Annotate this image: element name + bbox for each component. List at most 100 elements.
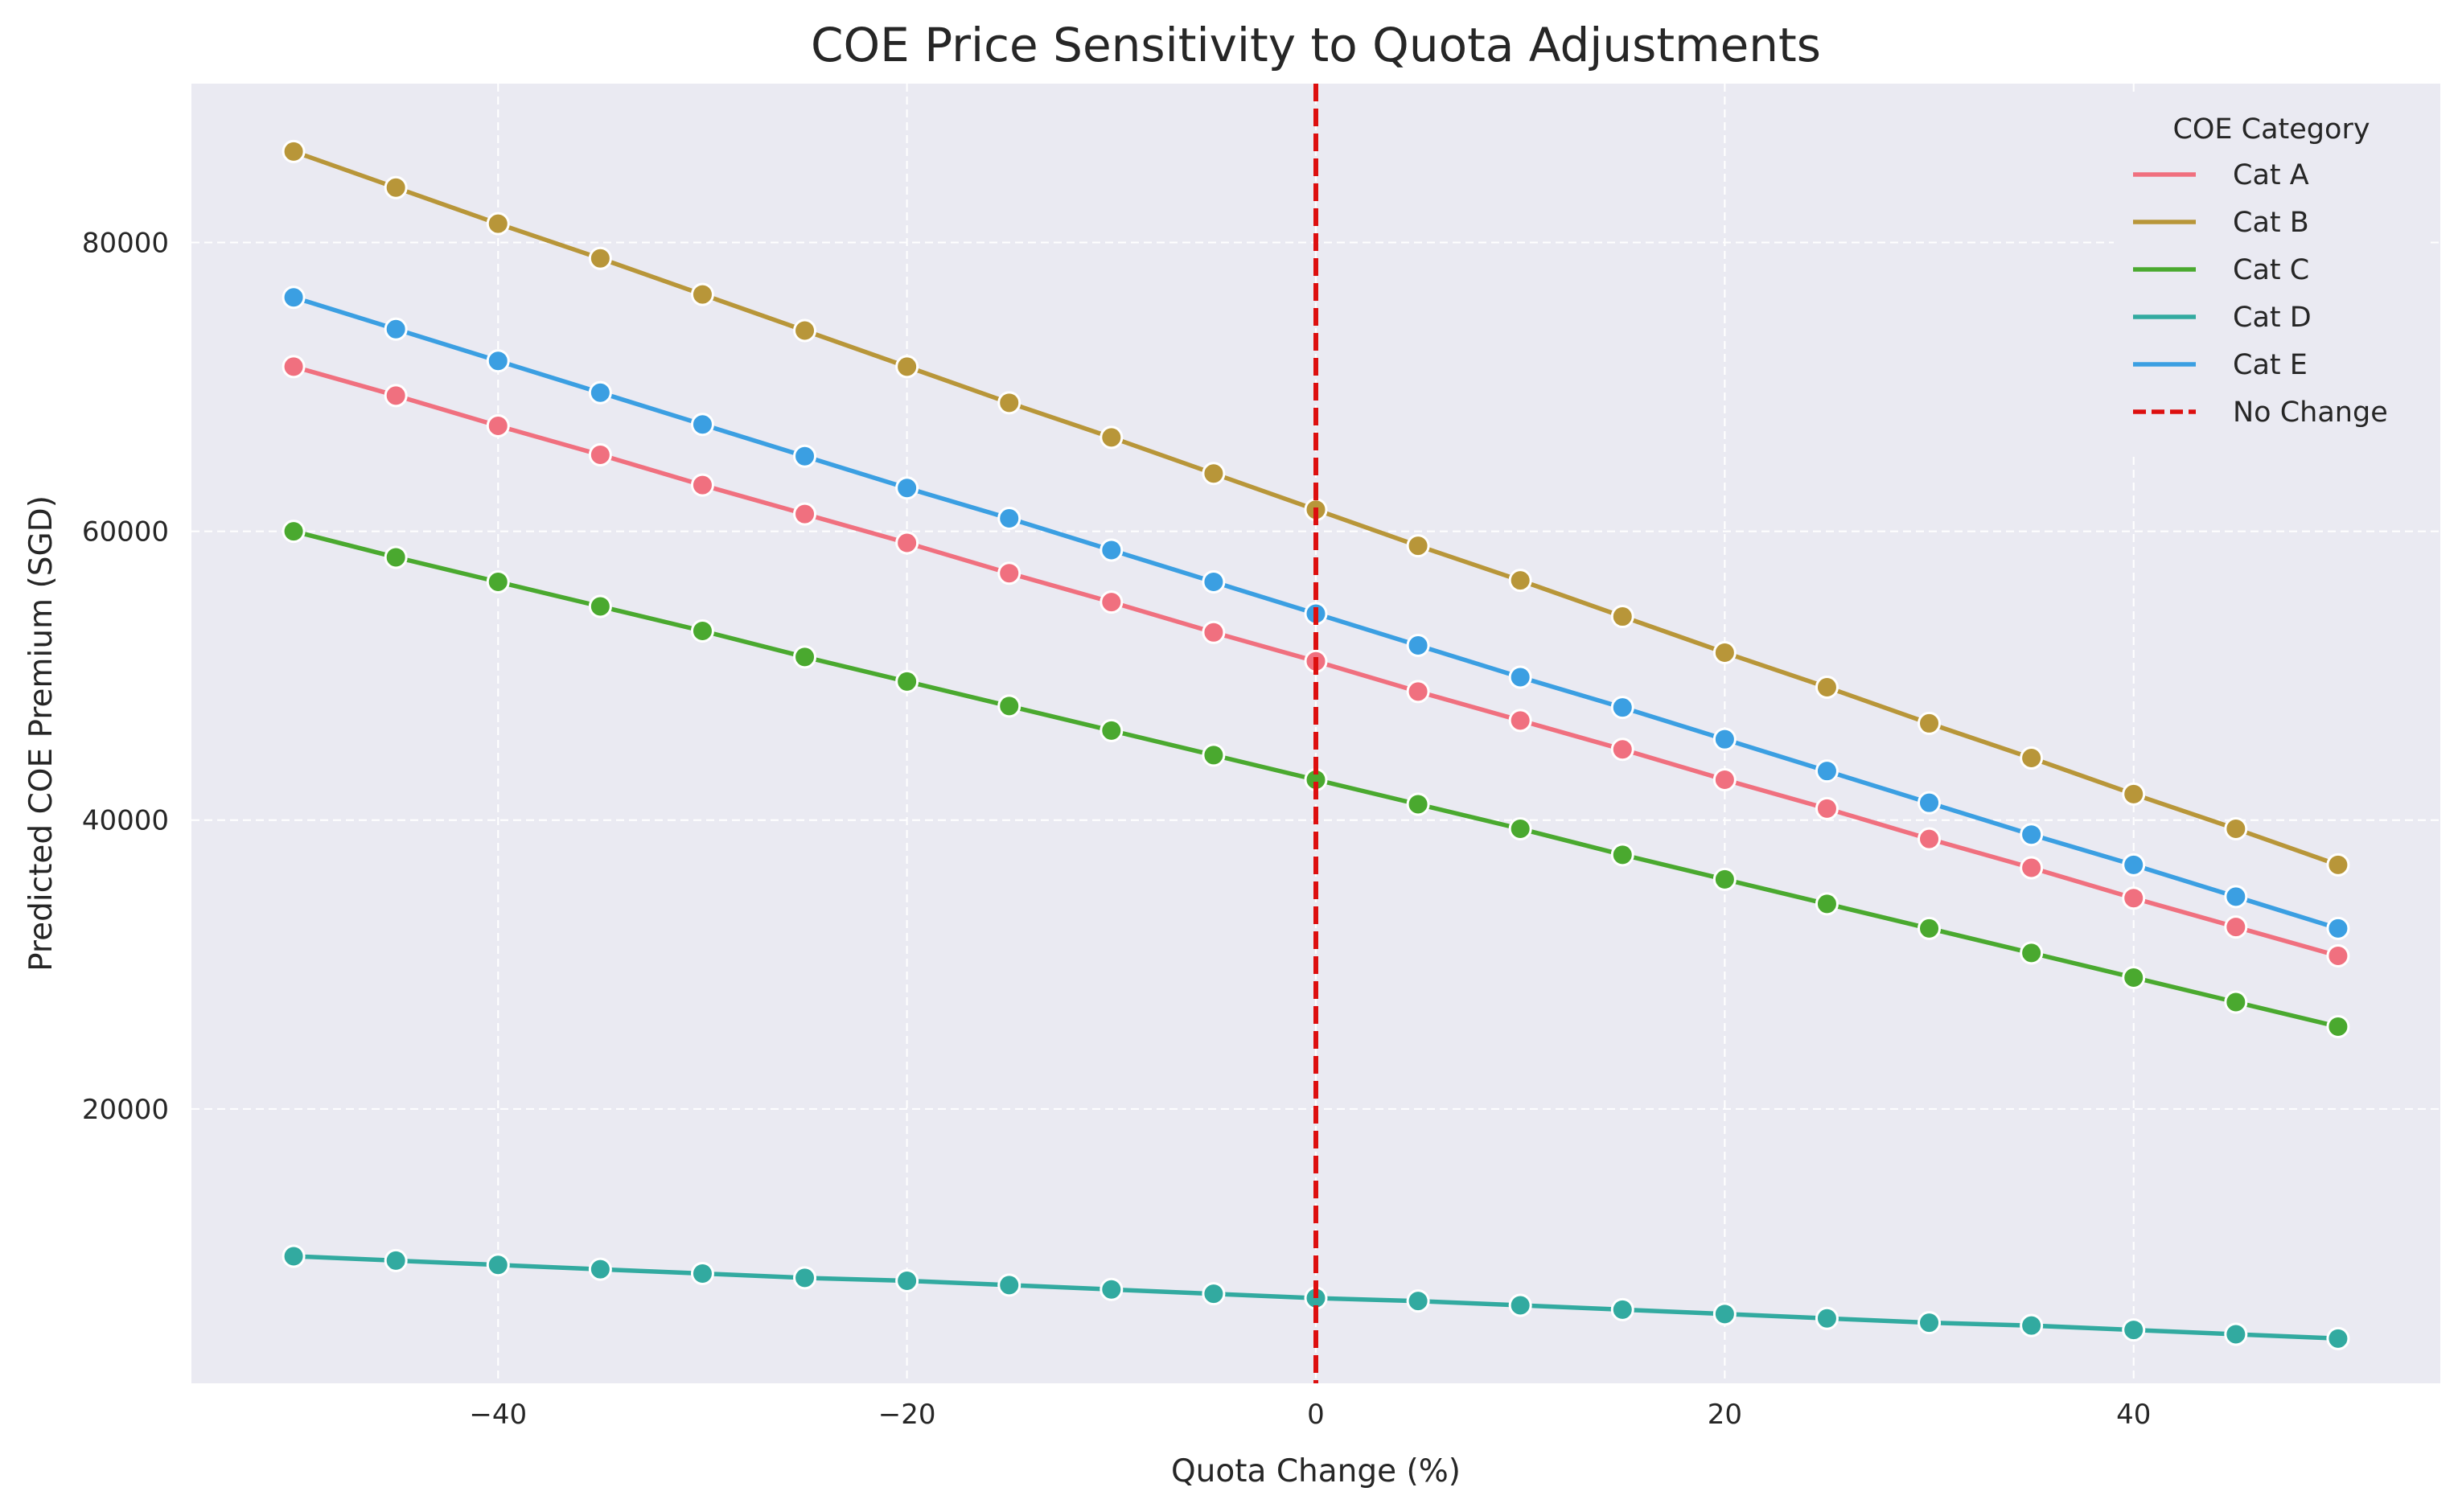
- x-tick-label: −20: [878, 1399, 936, 1431]
- data-point-cat-b: [1508, 569, 1532, 593]
- data-point-cat-b: [1100, 425, 1124, 450]
- data-point-cat-b: [1202, 462, 1226, 486]
- data-point-cat-e: [1917, 791, 1942, 815]
- data-point-cat-d: [1508, 1293, 1532, 1317]
- data-point-cat-a: [690, 473, 714, 497]
- data-point-cat-a: [997, 561, 1021, 585]
- data-point-cat-c: [1508, 817, 1532, 841]
- data-point-cat-b: [282, 139, 306, 163]
- data-point-cat-b: [2020, 746, 2044, 770]
- x-tick-label: −40: [469, 1399, 527, 1431]
- data-point-cat-e: [2326, 916, 2350, 940]
- data-point-cat-e: [282, 286, 306, 310]
- data-point-cat-e: [1202, 569, 1226, 594]
- y-tick-label: 60000: [82, 516, 169, 549]
- data-point-cat-a: [1508, 709, 1532, 733]
- legend-title: COE Category: [2172, 113, 2370, 146]
- data-point-cat-c: [282, 520, 306, 544]
- data-point-cat-b: [895, 355, 919, 379]
- data-point-cat-b: [2224, 817, 2248, 841]
- data-point-cat-d: [384, 1248, 408, 1272]
- data-point-cat-a: [1917, 827, 1942, 851]
- data-point-cat-c: [793, 645, 817, 669]
- data-point-cat-e: [2020, 823, 2044, 847]
- data-point-cat-e: [997, 506, 1021, 530]
- data-point-cat-a: [486, 414, 510, 438]
- data-point-cat-e: [895, 476, 919, 500]
- data-point-cat-e: [1610, 696, 1634, 720]
- legend-items: Cat A Cat B Cat C Cat D Cat E No Change: [2133, 159, 2388, 429]
- data-point-cat-b: [2122, 782, 2146, 806]
- data-point-cat-a: [1815, 796, 1839, 820]
- data-point-cat-e: [2224, 885, 2248, 909]
- data-point-cat-d: [282, 1244, 306, 1268]
- x-tick-label: 0: [1307, 1399, 1325, 1431]
- data-point-cat-c: [588, 594, 612, 618]
- data-point-cat-e: [384, 317, 408, 341]
- y-tick-label: 80000: [82, 228, 169, 260]
- tick-labels: −40 −20 0 20 40 20000 40000 60000 80000: [82, 228, 2152, 1431]
- data-point-cat-e: [588, 380, 612, 405]
- data-point-cat-d: [1202, 1282, 1226, 1306]
- data-point-cat-e: [1712, 727, 1737, 751]
- data-point-cat-d: [2122, 1318, 2146, 1342]
- x-tick-label: 40: [2116, 1399, 2151, 1431]
- chart-title: COE Price Sensitivity to Quota Adjustmen…: [811, 18, 1821, 72]
- data-point-cat-c: [997, 694, 1021, 718]
- data-point-cat-c: [1712, 867, 1737, 891]
- data-point-cat-d: [2020, 1313, 2044, 1337]
- data-point-cat-c: [1100, 718, 1124, 742]
- data-point-cat-e: [1508, 665, 1532, 689]
- data-point-cat-e: [690, 413, 714, 437]
- legend-label-cat-a: Cat A: [2233, 159, 2309, 191]
- legend-label-cat-b: Cat B: [2233, 207, 2309, 239]
- data-point-cat-d: [588, 1257, 612, 1281]
- legend: COE Category Cat A Cat B Cat C Cat D Cat E No…: [2114, 93, 2429, 452]
- data-point-cat-b: [588, 246, 612, 270]
- data-point-cat-d: [793, 1266, 817, 1290]
- data-point-cat-b: [1406, 534, 1430, 558]
- legend-label-cat-c: Cat C: [2233, 254, 2309, 286]
- data-point-cat-c: [384, 545, 408, 569]
- data-point-cat-a: [1100, 590, 1124, 614]
- data-point-cat-e: [1406, 633, 1430, 657]
- data-point-cat-c: [1406, 792, 1430, 816]
- data-point-cat-a: [1610, 738, 1634, 762]
- data-point-cat-b: [1610, 605, 1634, 629]
- data-point-cat-d: [997, 1273, 1021, 1297]
- data-point-cat-c: [895, 669, 919, 693]
- data-point-cat-d: [1815, 1306, 1839, 1330]
- data-point-cat-a: [384, 384, 408, 408]
- legend-label-no-change: No Change: [2233, 396, 2388, 429]
- data-point-cat-c: [690, 619, 714, 643]
- y-axis-label: Predicted COE Premium (SGD): [23, 495, 60, 972]
- data-point-cat-c: [2020, 941, 2044, 965]
- data-point-cat-e: [1100, 538, 1124, 562]
- data-point-cat-e: [486, 349, 510, 373]
- data-point-cat-c: [2224, 990, 2248, 1014]
- data-point-cat-d: [486, 1253, 510, 1277]
- data-point-cat-a: [895, 531, 919, 555]
- data-point-cat-a: [2224, 915, 2248, 939]
- data-point-cat-b: [1917, 711, 1942, 735]
- data-point-cat-c: [1917, 916, 1942, 940]
- data-point-cat-b: [1815, 676, 1839, 700]
- data-point-cat-b: [997, 391, 1021, 415]
- data-point-cat-c: [2122, 965, 2146, 989]
- data-point-cat-b: [1712, 640, 1737, 664]
- data-point-cat-c: [2326, 1014, 2350, 1038]
- legend-label-cat-d: Cat D: [2233, 302, 2312, 334]
- data-point-cat-d: [1100, 1277, 1124, 1301]
- data-point-cat-d: [1917, 1311, 1942, 1335]
- data-point-cat-c: [486, 569, 510, 594]
- series-cat-c: [282, 520, 2350, 1038]
- y-tick-label: 40000: [82, 805, 169, 837]
- data-point-cat-a: [588, 442, 612, 466]
- data-point-cat-b: [486, 212, 510, 236]
- data-point-cat-b: [793, 318, 817, 343]
- data-point-cat-e: [2122, 853, 2146, 877]
- data-point-cat-d: [690, 1262, 714, 1286]
- data-point-cat-b: [384, 175, 408, 199]
- x-axis-label: Quota Change (%): [1171, 1453, 1461, 1489]
